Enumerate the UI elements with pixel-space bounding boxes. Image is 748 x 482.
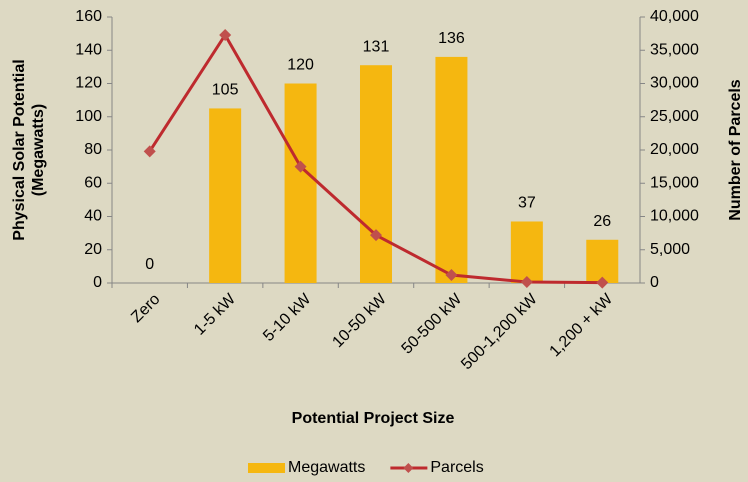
y-tick-label: 140 [75, 41, 102, 58]
data-label: 105 [212, 82, 239, 99]
y2-tick-label: 35,000 [650, 41, 699, 58]
y-tick-label: 20 [84, 241, 102, 258]
legend-label: Megawatts [288, 459, 365, 476]
y2-tick-label: 20,000 [650, 141, 699, 158]
bar [510, 221, 543, 283]
data-label: 131 [363, 38, 390, 55]
marker [370, 229, 382, 242]
y2-tick-label: 15,000 [650, 174, 699, 191]
marker [219, 28, 232, 41]
y-tick-label: 60 [84, 174, 102, 191]
y-tick-label: 80 [84, 141, 102, 158]
y2-tick-label: 30,000 [650, 75, 699, 92]
y-axis-title-line: Physical Solar Potential [11, 59, 28, 240]
data-label: 26 [593, 213, 611, 230]
marker [294, 160, 307, 173]
legend-swatch [248, 463, 285, 473]
bar [435, 56, 468, 284]
y-tick-label: 100 [75, 108, 102, 125]
x-axis-title: Potential Project Size [292, 410, 455, 427]
y-tick-label: 160 [75, 8, 102, 25]
bar [360, 65, 392, 284]
y-tick-label: 120 [75, 75, 102, 92]
legend-marker [403, 463, 414, 473]
y2-tick-label: 0 [650, 274, 659, 291]
marker [596, 276, 609, 289]
data-label: 37 [518, 195, 536, 212]
y-axis-title-line: (Megawatts) [30, 104, 47, 196]
marker [445, 269, 458, 282]
y2-axis-title: Number of Parcels [727, 79, 744, 220]
y2-tick-label: 5,000 [650, 241, 690, 258]
data-label: 120 [287, 57, 314, 74]
y-axis-title: Physical Solar Potential (Megawatts) [11, 59, 47, 240]
y-tick-label: 0 [93, 274, 102, 291]
bar [209, 108, 242, 283]
y2-tick-label: 10,000 [650, 208, 699, 225]
y2-tick-label: 25,000 [650, 108, 699, 125]
data-label: 136 [438, 30, 465, 47]
marker [143, 145, 156, 158]
legend-label: Parcels [430, 459, 483, 476]
marker [520, 276, 533, 289]
data-label: 0 [145, 256, 154, 273]
y-tick-label: 40 [84, 208, 102, 225]
bar [284, 83, 317, 283]
y2-tick-label: 40,000 [650, 8, 699, 25]
bar [586, 239, 619, 283]
